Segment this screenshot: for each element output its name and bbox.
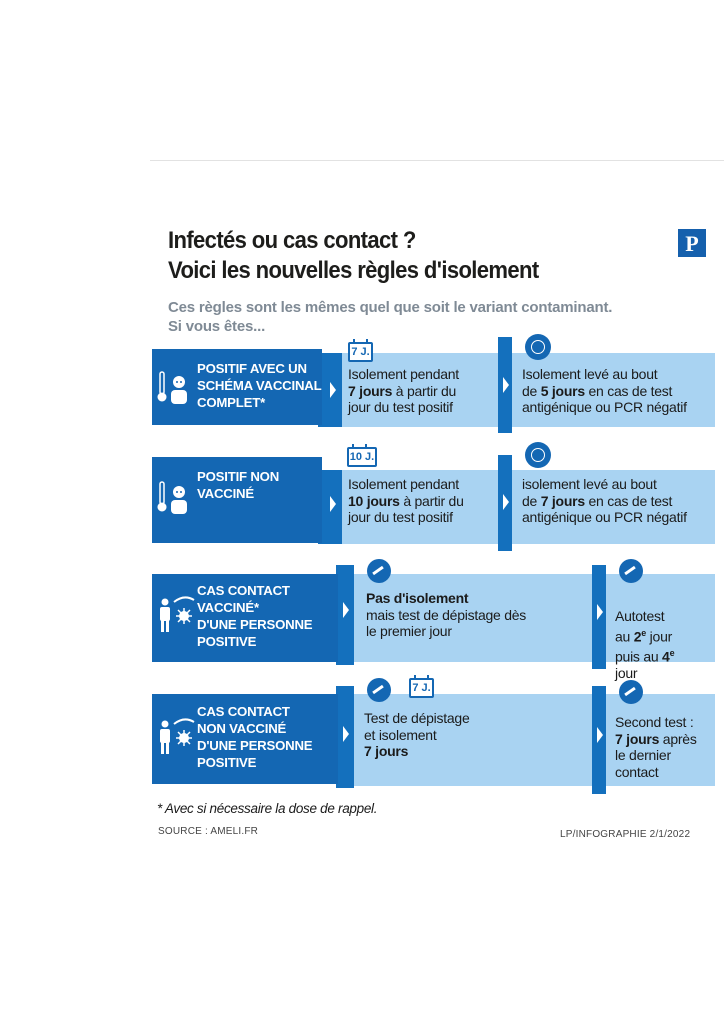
test-swab-icon xyxy=(367,559,391,583)
chevron-right-icon xyxy=(343,726,349,742)
row-4-background xyxy=(345,694,715,786)
person-standing-icon xyxy=(160,598,170,632)
virus-icon xyxy=(173,596,195,624)
row-3-step-1-text: Pas d'isolement mais test de dépistage d… xyxy=(366,590,527,639)
test-swab-icon xyxy=(619,559,643,583)
row-1-label-line: POSITIF AVEC UN xyxy=(197,361,307,376)
row-4-label-line: POSITIVE xyxy=(197,755,257,770)
row-3-label-line: CAS CONTACT xyxy=(197,583,290,598)
test-swab-icon xyxy=(619,680,643,704)
subtitle-line-2: Si vous êtes... xyxy=(168,318,266,335)
row-3-background xyxy=(345,574,715,662)
subtitle-line-1: Ces règles sont les mêmes quel que soit … xyxy=(168,299,613,316)
row-2-background xyxy=(320,470,715,544)
source-text: SOURCE : AMELI.FR xyxy=(158,826,259,837)
row-4-step-1-text: Test de dépistage et isolement 7 jours xyxy=(364,710,470,759)
row-3-step-2-text: Autotest au 2e jour puis au 4e jour xyxy=(615,608,675,681)
thermometer-icon xyxy=(157,481,167,512)
calendar-icon: 7 J. xyxy=(409,675,434,698)
row-3-label-line: POSITIVE xyxy=(197,634,257,649)
virus-icon xyxy=(173,718,195,746)
row-2-step-1-text: Isolement pendant 10 jours à partir du j… xyxy=(348,476,464,525)
person-icon xyxy=(171,376,187,404)
row-3-label-line: D'UNE PERSONNE xyxy=(197,617,313,632)
chevron-right-icon xyxy=(503,494,509,510)
title-line-2: Voici les nouvelles règles d'isolement xyxy=(168,257,539,284)
row-4-step-2-text: Second test : 7 jours après le dernier c… xyxy=(615,714,697,780)
row-2-label-box: POSITIF NON VACCINÉ xyxy=(152,457,322,543)
person-icon xyxy=(171,486,187,514)
row-4-label-box: CAS CONTACT NON VACCINÉ D'UNE PERSONNE P… xyxy=(152,694,338,784)
clock-icon xyxy=(525,442,551,468)
chevron-right-icon xyxy=(503,377,509,393)
row-3-label-box: CAS CONTACT VACCINÉ* D'UNE PERSONNE POSI… xyxy=(152,574,338,662)
row-1-label-line: COMPLET* xyxy=(197,395,266,410)
thermometer-icon xyxy=(157,371,167,402)
clock-icon xyxy=(525,334,551,360)
calendar-icon: 10 J. xyxy=(347,444,377,467)
row-4-label-line: NON VACCINÉ xyxy=(197,721,287,736)
row-2-step-2-text: isolement levé au bout de 7 jours en cas… xyxy=(522,476,687,525)
chevron-right-icon xyxy=(330,496,336,512)
row-4-label-line: D'UNE PERSONNE xyxy=(197,738,313,753)
credit-text: LP/INFOGRAPHIE 2/1/2022 xyxy=(560,829,691,840)
title-line-1: Infectés ou cas contact ? xyxy=(168,227,416,254)
row-3-label-line: VACCINÉ* xyxy=(197,600,259,615)
row-2-label-line: POSITIF NON xyxy=(197,469,280,484)
chevron-right-icon xyxy=(343,602,349,618)
row-1-step-1-text: Isolement pendant 7 jours à partir du jo… xyxy=(348,366,459,415)
test-swab-icon xyxy=(367,678,391,702)
row-4-label-line: CAS CONTACT xyxy=(197,704,290,719)
chevron-right-icon xyxy=(597,727,603,743)
row-1-background xyxy=(320,353,715,427)
chevron-right-icon xyxy=(330,382,336,398)
footnote: * Avec si nécessaire la dose de rappel. xyxy=(157,801,378,816)
calendar-icon: 7 J. xyxy=(348,339,373,362)
chevron-right-icon xyxy=(597,604,603,620)
person-standing-icon xyxy=(160,720,170,754)
row-2-label-line: VACCINÉ xyxy=(197,486,254,501)
le-parisien-logo: P xyxy=(678,229,706,257)
row-1-label-line: SCHÉMA VACCINAL xyxy=(197,378,322,393)
row-1-step-2-text: Isolement levé au bout de 5 jours en cas… xyxy=(522,366,687,415)
row-1-label-box: POSITIF AVEC UN SCHÉMA VACCINAL COMPLET* xyxy=(152,349,322,425)
